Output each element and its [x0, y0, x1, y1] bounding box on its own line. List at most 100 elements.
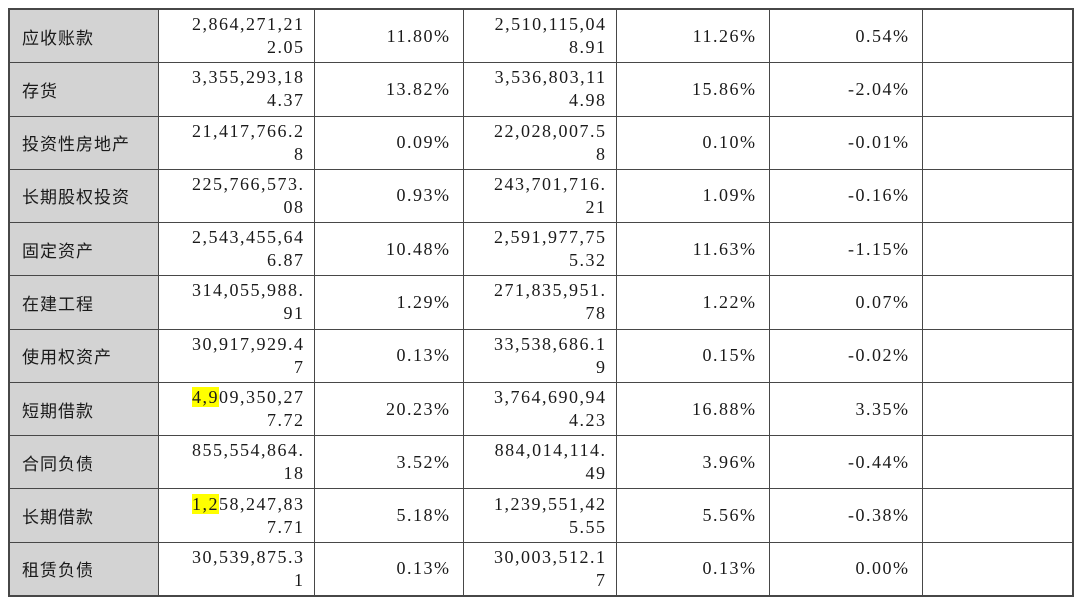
amount-prior-cell: 22,028,007.5 8 [462, 115, 617, 170]
amount-current-text: 2,864,271,21 [192, 14, 305, 35]
remark-cell [921, 168, 1074, 224]
amount-current-text: 225,766,573. [192, 173, 305, 194]
table-row: 长期股权投资 225,766,573. 08 0.93% 243,701,716… [8, 168, 1074, 224]
amount-prior-text: 1,239,551,42 [494, 493, 607, 514]
highlight-mark: 4,9 [192, 387, 219, 407]
amount-current-line2: 91 [283, 303, 305, 324]
amount-prior-cell: 3,764,690,94 4.23 [462, 381, 617, 437]
amount-current-text: 3,355,293,18 [192, 67, 305, 88]
amount-current-line1: 2,864,271,21 [169, 13, 305, 36]
remark-cell [921, 381, 1074, 437]
ratio-current-cell: 13.82% [313, 62, 464, 117]
ratio-prior-cell: 0.13% [615, 541, 770, 597]
ratio-current-cell: 10.48% [313, 222, 464, 277]
amount-prior-line1: 2,591,977,75 [474, 226, 607, 249]
amount-prior-cell: 33,538,686.1 9 [462, 328, 617, 383]
amount-current-line2: 7 [294, 356, 305, 377]
ratio-change-cell: -0.02% [768, 328, 923, 383]
amount-prior-cell: 271,835,951. 78 [462, 275, 617, 330]
amount-current-text: 09,350,27 [219, 387, 305, 407]
ratio-prior-cell: 11.26% [615, 8, 770, 64]
amount-current-text: 2,543,455,64 [192, 227, 305, 248]
amount-prior-line1: 22,028,007.5 [474, 120, 607, 143]
row-label: 长期借款 [8, 488, 159, 543]
amount-current-line2: 7.72 [267, 410, 305, 430]
amount-prior-text: 2,510,115,04 [494, 14, 607, 35]
amount-prior-line1: 33,538,686.1 [474, 333, 607, 356]
ratio-current-cell: 0.13% [313, 328, 464, 383]
remark-cell [921, 488, 1074, 543]
row-label: 固定资产 [8, 222, 159, 277]
ratio-change-cell: 0.00% [768, 541, 923, 597]
amount-current-line1: 30,917,929.4 [169, 333, 305, 356]
amount-prior-line2: 78 [585, 303, 607, 324]
row-label: 短期借款 [8, 381, 159, 437]
ratio-current-cell: 20.23% [313, 381, 464, 437]
amount-prior-text: 271,835,951. [494, 280, 607, 301]
ratio-change-cell: -0.44% [768, 435, 923, 490]
table-row: 存货 3,355,293,18 4.37 13.82% 3,536,803,11… [8, 62, 1074, 117]
ratio-current-cell: 11.80% [313, 8, 464, 64]
ratio-prior-cell: 3.96% [615, 435, 770, 490]
ratio-change-cell: -1.15% [768, 222, 923, 277]
remark-cell [921, 222, 1074, 277]
amount-prior-line1: 243,701,716. [474, 173, 607, 196]
ratio-change-cell: -0.01% [768, 115, 923, 170]
row-label: 长期股权投资 [8, 168, 159, 224]
ratio-change-cell: -0.16% [768, 168, 923, 224]
row-label: 使用权资产 [8, 328, 159, 383]
amount-current-cell: 225,766,573. 08 [157, 168, 315, 224]
amount-current-text: 21,417,766.2 [192, 120, 305, 141]
ratio-change-cell: 0.07% [768, 275, 923, 330]
amount-current-cell: 3,355,293,18 4.37 [157, 62, 315, 117]
amount-current-line1: 30,539,875.3 [169, 546, 305, 569]
amount-current-line2: 7.71 [267, 516, 305, 537]
amount-prior-text: 3,764,690,94 [494, 387, 607, 407]
amount-prior-line2: 8 [596, 143, 607, 164]
amount-prior-cell: 884,014,114. 49 [462, 435, 617, 490]
ratio-current-cell: 0.93% [313, 168, 464, 224]
amount-current-cell: 314,055,988. 91 [157, 275, 315, 330]
amount-current-line2: 2.05 [267, 37, 305, 58]
ratio-prior-cell: 0.10% [615, 115, 770, 170]
amount-current-cell: 2,543,455,64 6.87 [157, 222, 315, 277]
ratio-prior-cell: 0.15% [615, 328, 770, 383]
ratio-prior-cell: 5.56% [615, 488, 770, 543]
amount-prior-line1: 1,239,551,42 [474, 493, 607, 516]
amount-current-line1: 3,355,293,18 [169, 66, 305, 89]
amount-prior-text: 243,701,716. [494, 173, 607, 194]
remark-cell [921, 275, 1074, 330]
amount-current-cell: 4,909,350,27 7.72 [157, 381, 315, 437]
amount-prior-line2: 7 [596, 569, 607, 590]
table-row: 投资性房地产 21,417,766.2 8 0.09% 22,028,007.5… [8, 115, 1074, 170]
remark-cell [921, 328, 1074, 383]
ratio-change-cell: -0.38% [768, 488, 923, 543]
amount-current-cell: 855,554,864. 18 [157, 435, 315, 490]
amount-prior-line2: 49 [585, 463, 607, 484]
amount-current-line1: 225,766,573. [169, 173, 305, 196]
amount-current-line2: 8 [294, 143, 305, 164]
amount-prior-text: 30,003,512.1 [494, 546, 607, 567]
amount-prior-line2: 4.23 [569, 410, 607, 430]
amount-prior-line2: 9 [596, 356, 607, 377]
amount-current-cell: 30,917,929.4 7 [157, 328, 315, 383]
amount-prior-line2: 8.91 [569, 37, 607, 58]
amount-prior-cell: 243,701,716. 21 [462, 168, 617, 224]
remark-cell [921, 62, 1074, 117]
ratio-current-cell: 1.29% [313, 275, 464, 330]
row-label: 租赁负债 [8, 541, 159, 597]
amount-prior-cell: 2,591,977,75 5.32 [462, 222, 617, 277]
amount-prior-line1: 3,536,803,11 [474, 66, 607, 89]
amount-prior-text: 33,538,686.1 [494, 333, 607, 354]
amount-current-text: 314,055,988. [192, 280, 305, 301]
ratio-current-cell: 3.52% [313, 435, 464, 490]
amount-current-line1: 855,554,864. [169, 439, 305, 462]
row-label: 应收账款 [8, 8, 159, 64]
amount-current-line2: 4.37 [267, 90, 305, 111]
table-row: 应收账款 2,864,271,21 2.05 11.80% 2,510,115,… [8, 8, 1074, 64]
amount-prior-line1: 2,510,115,04 [474, 13, 607, 36]
amount-prior-line2: 4.98 [569, 90, 607, 111]
amount-prior-text: 2,591,977,75 [494, 227, 607, 248]
amount-prior-line1: 884,014,114. [474, 439, 607, 462]
amount-prior-cell: 3,536,803,11 4.98 [462, 62, 617, 117]
